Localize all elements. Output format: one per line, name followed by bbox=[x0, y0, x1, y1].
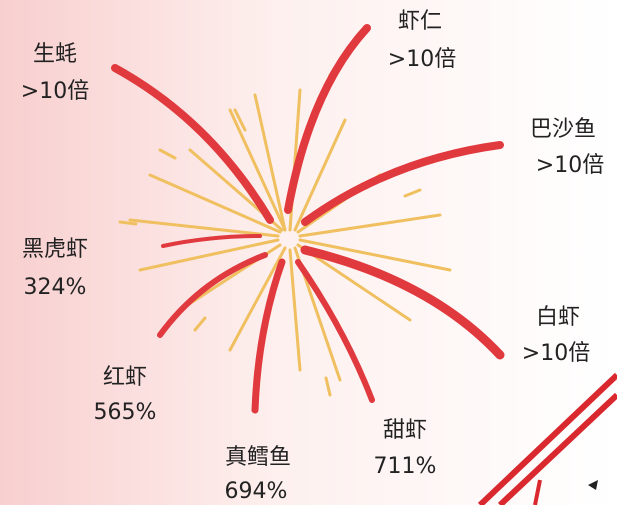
item-growth: >10倍 bbox=[522, 341, 590, 366]
item-growth: >10倍 bbox=[388, 47, 456, 72]
item-name: 生蚝 bbox=[33, 42, 77, 67]
item-growth: >10倍 bbox=[536, 153, 604, 178]
item-growth: 694% bbox=[225, 479, 288, 504]
item-name: 黑虎虾 bbox=[22, 237, 88, 262]
item-name: 甜虾 bbox=[383, 418, 427, 443]
labels: 生蚝 >10倍 虾仁 >10倍 巴沙鱼 >10倍 黑虎虾 324% 白虾 >10… bbox=[21, 9, 604, 504]
item-name: 红虾 bbox=[103, 365, 147, 390]
item-growth: 324% bbox=[24, 275, 87, 300]
item-name: 白虾 bbox=[536, 305, 580, 330]
item-growth: >10倍 bbox=[21, 79, 89, 104]
rays bbox=[111, 24, 505, 414]
item-growth: 711% bbox=[374, 454, 437, 479]
item-name: 虾仁 bbox=[398, 9, 442, 34]
item-name: 真鳕鱼 bbox=[225, 445, 291, 470]
item-growth: 565% bbox=[94, 400, 157, 425]
item-name: 巴沙鱼 bbox=[530, 117, 596, 142]
corner-decor bbox=[477, 372, 617, 505]
